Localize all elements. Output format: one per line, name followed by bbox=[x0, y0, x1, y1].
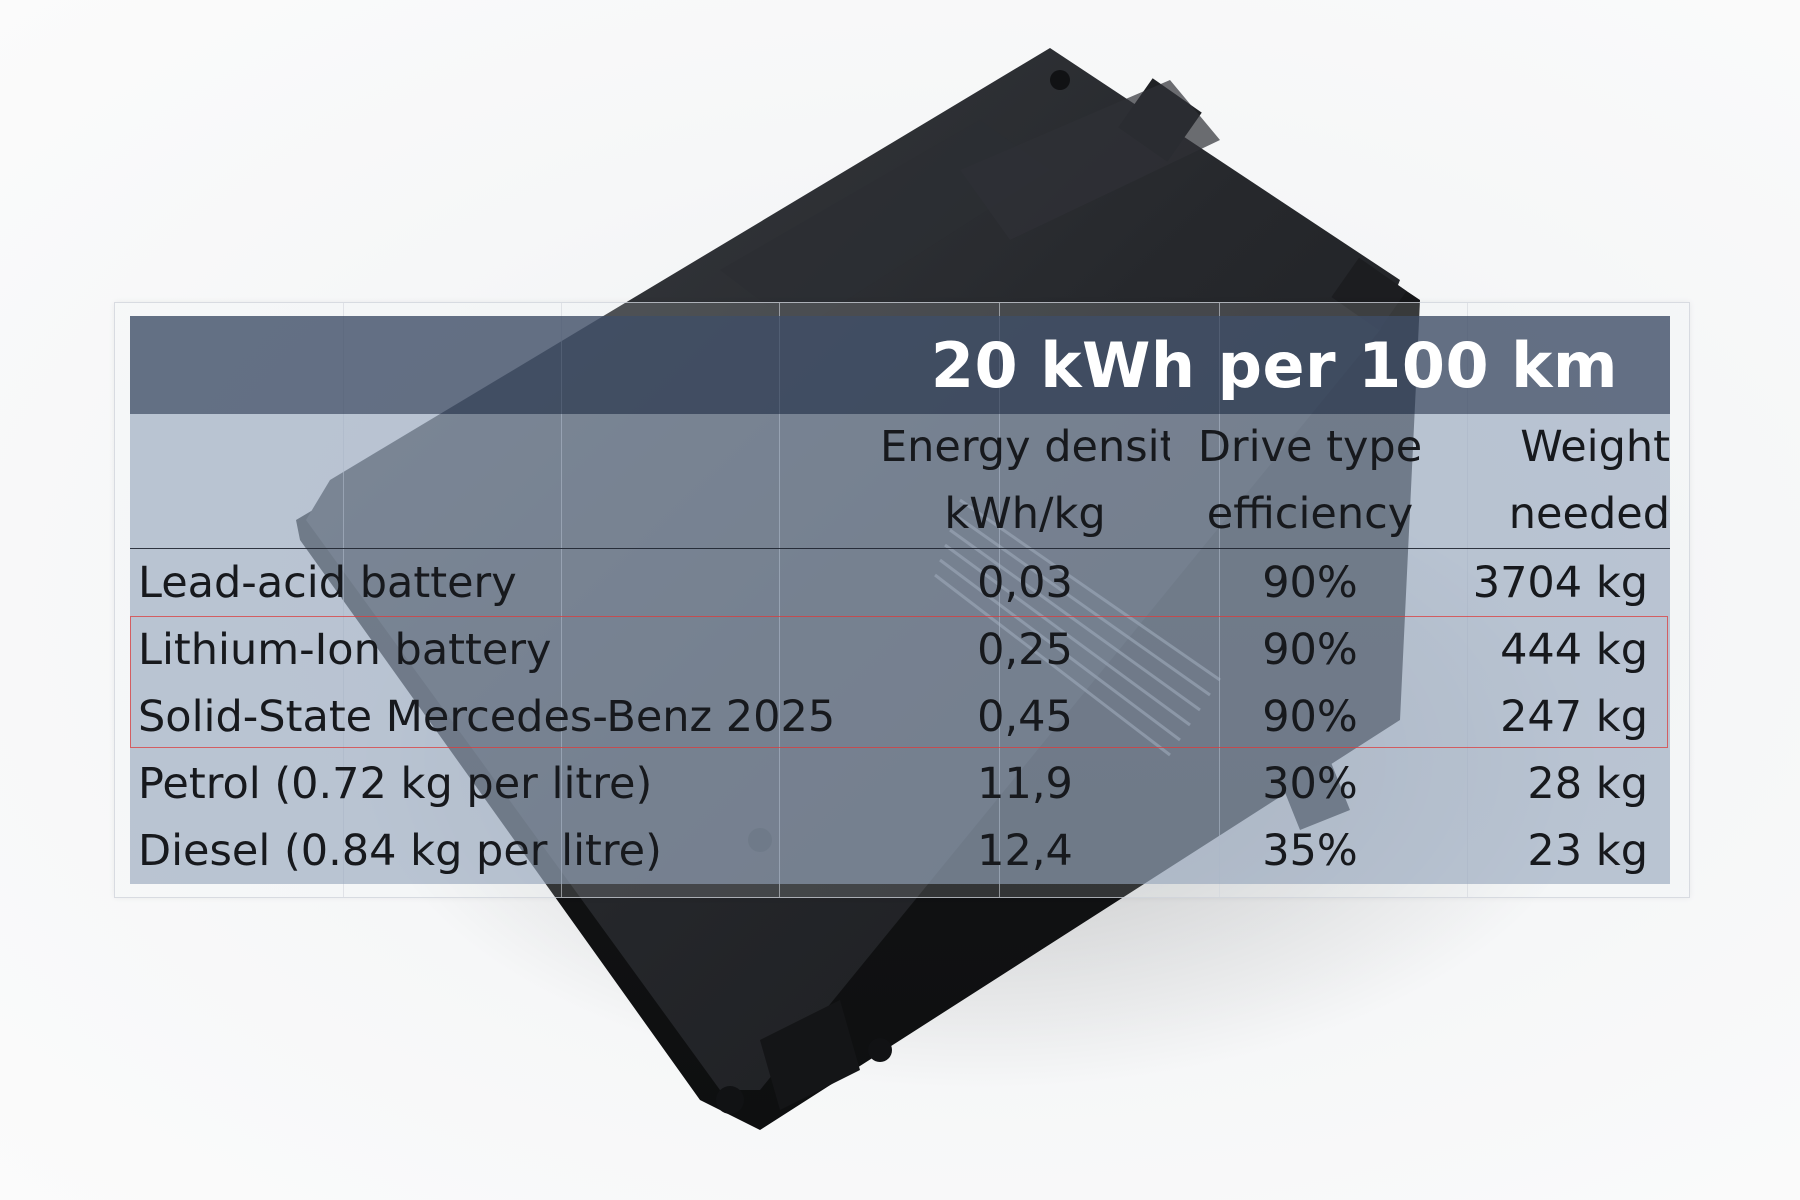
row-name: Solid-State Mercedes-Benz 2025 bbox=[130, 683, 880, 750]
row-efficiency: 90% bbox=[1170, 683, 1450, 750]
table-row-diesel: Diesel (0.84 kg per litre) 12,4 35% 23 k… bbox=[130, 817, 1671, 884]
table-row-petrol: Petrol (0.72 kg per litre) 11,9 30% 28 k… bbox=[130, 750, 1671, 817]
row-weight: 28 kg bbox=[1450, 750, 1671, 817]
row-efficiency: 35% bbox=[1170, 817, 1450, 884]
row-weight: 444 kg bbox=[1450, 616, 1671, 683]
table-title-row: 20 kWh per 100 km bbox=[130, 316, 1671, 414]
column-header-row: Energy density kWh/kg Drive type efficie… bbox=[130, 414, 1671, 549]
header-drive-efficiency: Drive type efficiency bbox=[1170, 414, 1450, 549]
table-row-lithium-ion: Lithium-Ion battery 0,25 90% 444 kg bbox=[130, 616, 1671, 683]
row-name: Lead-acid battery bbox=[130, 548, 880, 616]
row-efficiency: 30% bbox=[1170, 750, 1450, 817]
table-title: 20 kWh per 100 km bbox=[130, 316, 1671, 414]
row-efficiency: 90% bbox=[1170, 616, 1450, 683]
row-energy-density: 0,03 bbox=[880, 548, 1170, 616]
row-weight: 3704 kg bbox=[1450, 548, 1671, 616]
header-blank-cell bbox=[130, 414, 880, 549]
row-name: Lithium-Ion battery bbox=[130, 616, 880, 683]
row-name: Petrol (0.72 kg per litre) bbox=[130, 750, 880, 817]
header-weight-needed: Weight needed bbox=[1450, 414, 1671, 549]
row-energy-density: 12,4 bbox=[880, 817, 1170, 884]
energy-comparison-table: 20 kWh per 100 km Energy density kWh/kg … bbox=[130, 316, 1671, 884]
row-energy-density: 0,25 bbox=[880, 616, 1170, 683]
header-energy-density: Energy density kWh/kg bbox=[880, 414, 1170, 549]
row-weight: 23 kg bbox=[1450, 817, 1671, 884]
row-energy-density: 0,45 bbox=[880, 683, 1170, 750]
table-row-solid-state: Solid-State Mercedes-Benz 2025 0,45 90% … bbox=[130, 683, 1671, 750]
row-energy-density: 11,9 bbox=[880, 750, 1170, 817]
row-weight: 247 kg bbox=[1450, 683, 1671, 750]
row-name: Diesel (0.84 kg per litre) bbox=[130, 817, 880, 884]
row-efficiency: 90% bbox=[1170, 548, 1450, 616]
table-row-lead-acid: Lead-acid battery 0,03 90% 3704 kg bbox=[130, 548, 1671, 616]
